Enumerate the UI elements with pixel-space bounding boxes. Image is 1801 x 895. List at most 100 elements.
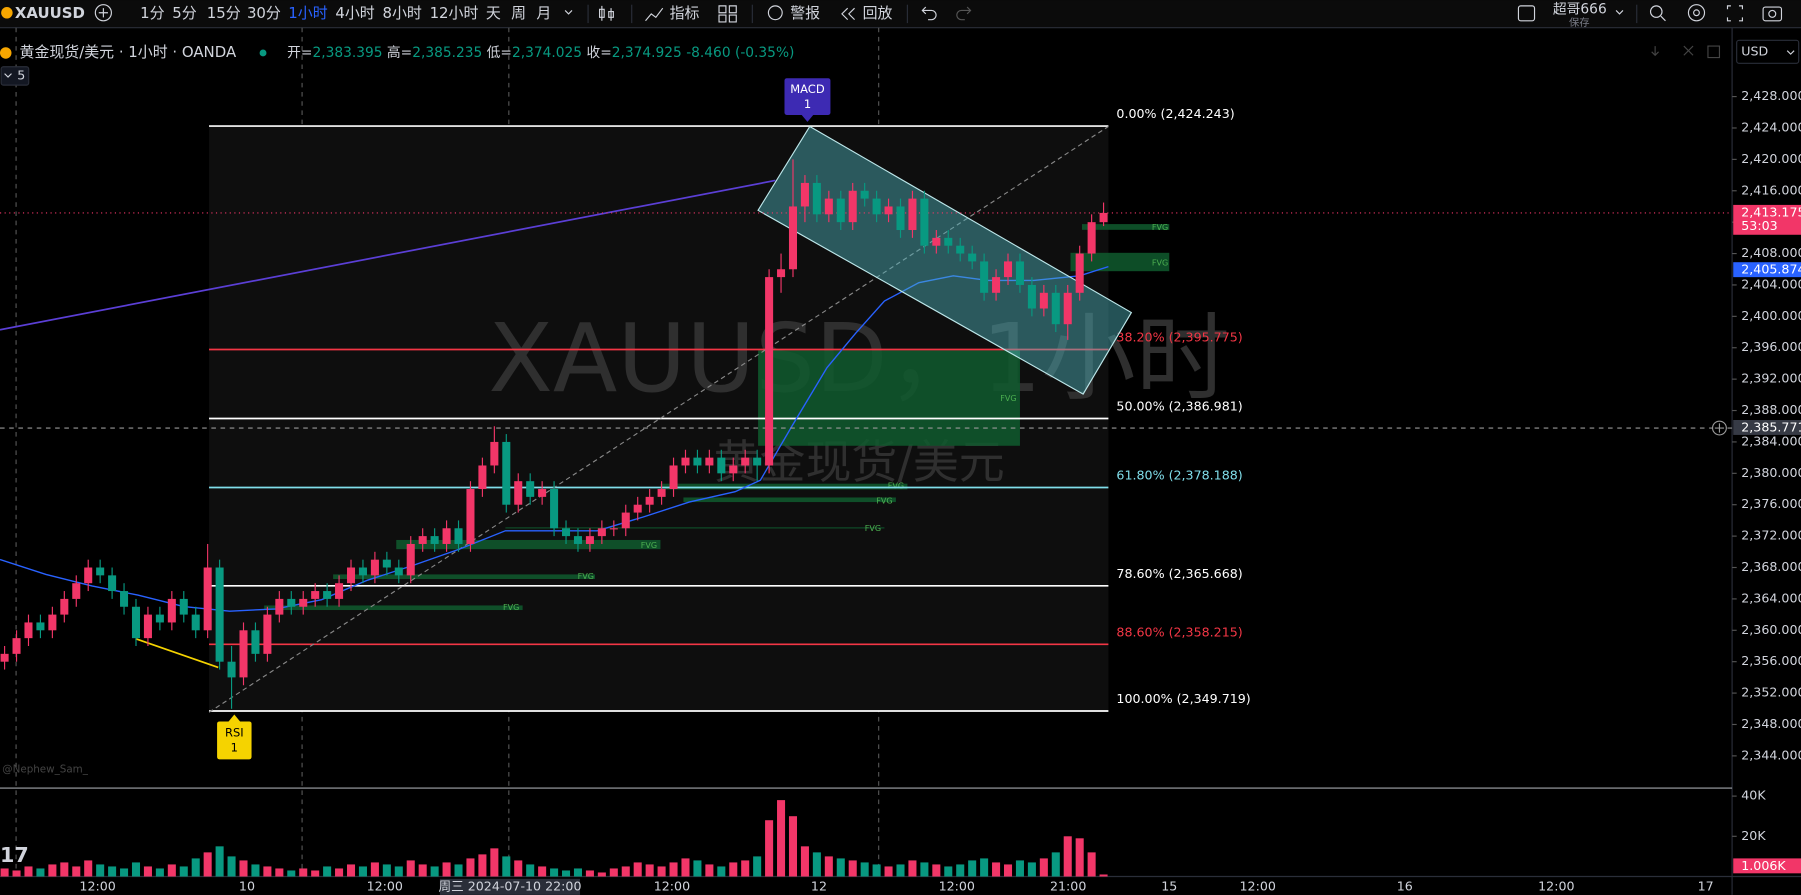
symbol[interactable]: XAUUSD (15, 4, 85, 22)
candle-body (120, 591, 129, 607)
indicator-count[interactable]: 5 (17, 67, 25, 82)
volume-bar (251, 864, 260, 877)
interval[interactable]: 30分 (247, 4, 281, 22)
candle-body (860, 190, 869, 199)
legend-part: 高= (387, 44, 412, 61)
candle-body (932, 237, 941, 246)
candle-body (538, 489, 547, 497)
interval[interactable]: 15分 (207, 4, 241, 22)
candle-body (968, 253, 977, 262)
volume-bar (466, 858, 475, 877)
interval[interactable]: 1分 (140, 4, 164, 22)
volume-bar (335, 868, 344, 877)
candle-body (992, 277, 1001, 293)
volume-bar (490, 848, 499, 877)
y-tick-label: 2,392.000 (1741, 371, 1801, 386)
candle-body (705, 457, 714, 466)
volume-bar (394, 866, 403, 877)
fvg-zone (1070, 252, 1170, 272)
volume-bar (1003, 864, 1013, 877)
interval[interactable]: 4小时 (335, 4, 374, 22)
legend-ohlc: 开=2,383.395 高=2,385.235 低=2,374.025 收=2,… (287, 44, 794, 61)
candle-body (1075, 253, 1084, 293)
candle-body (370, 559, 379, 576)
interval-active[interactable]: 1小时 (288, 4, 327, 22)
volume-bar (705, 864, 714, 877)
candle-body (800, 182, 809, 207)
volume-bar (908, 860, 917, 877)
volume-bar (968, 860, 977, 877)
legend-part: -8.460 (-0.35%) (686, 45, 794, 61)
volume-bar (609, 868, 618, 877)
candle-body (478, 465, 487, 490)
fvg-label: FVG (503, 603, 519, 612)
fvg-label: FVG (1152, 223, 1168, 232)
legend-part: 2,383.395 (312, 45, 382, 61)
y-tick-label: 2,400.000 (1741, 308, 1801, 323)
macd-label: MACD (790, 82, 825, 96)
candle-body (96, 567, 105, 576)
candle-body (131, 606, 141, 639)
volume-bar (1039, 858, 1048, 877)
interval[interactable]: 天 (486, 4, 501, 22)
candle-body (788, 206, 798, 270)
author-watermark: @Nephew_Sam_ (2, 764, 88, 776)
volume-bar (765, 820, 774, 877)
candle-body (143, 614, 152, 639)
candle-body (454, 528, 463, 544)
save-label[interactable]: 保存 (1569, 16, 1590, 29)
interval[interactable]: 12小时 (430, 4, 479, 22)
fib-label: 100.00% (2,349.719) (1116, 691, 1250, 706)
candle-body (263, 614, 272, 654)
volume-bar (120, 868, 129, 877)
candle-body (155, 614, 164, 623)
candle-body (48, 614, 57, 631)
indicators-button[interactable]: 指标 (670, 4, 700, 22)
x-tick-label: 15 (1161, 878, 1177, 893)
y-tick-label: 2,368.000 (1741, 559, 1801, 574)
candle-body (203, 567, 212, 631)
volume-bar (72, 866, 81, 877)
volume-bar (442, 862, 451, 877)
fvg-zone (1081, 224, 1170, 230)
volume-bar (836, 858, 845, 877)
fvg-zone (333, 574, 595, 580)
candle-body (490, 441, 499, 466)
interval[interactable]: 月 (536, 4, 551, 22)
volume-bar (12, 870, 21, 877)
candle-body (777, 269, 786, 278)
fvg-zone (264, 605, 523, 611)
candle-body (191, 614, 200, 631)
candle-body (633, 504, 642, 513)
candle-body (418, 536, 427, 544)
fvg-zone (758, 350, 1020, 446)
fib-trendline (208, 125, 1109, 713)
y-tick-label: 2,376.000 (1741, 496, 1801, 511)
long-ma (0, 179, 776, 331)
interval[interactable]: 周 (511, 4, 526, 22)
candle-body (382, 559, 391, 568)
replay-button[interactable]: 回放 (863, 4, 893, 22)
y-tick-label: 2,356.000 (1741, 653, 1801, 668)
candle-body (84, 567, 93, 584)
volume-bar (1051, 852, 1060, 877)
volume-bar (84, 860, 93, 877)
volume-label-bg (1733, 858, 1801, 874)
volume-bar (645, 864, 654, 877)
user-name[interactable]: 超哥666 (1553, 1, 1607, 17)
volume-bar (741, 860, 750, 877)
candle-body (311, 591, 320, 599)
x-tick-label: 21:00 (1050, 878, 1086, 893)
alert-button[interactable]: 警报 (790, 4, 820, 22)
candle-body (1087, 222, 1096, 254)
volume-bar (872, 864, 881, 877)
volume-bar (884, 866, 893, 877)
candle-body (729, 465, 738, 474)
currency-select[interactable]: USD (1741, 43, 1768, 58)
candle-body (573, 536, 582, 544)
x-tick-label: 12:00 (367, 878, 403, 893)
interval[interactable]: 5分 (172, 4, 196, 22)
volume-bar (848, 860, 857, 877)
candle-body (323, 591, 332, 599)
interval[interactable]: 8小时 (382, 4, 421, 22)
